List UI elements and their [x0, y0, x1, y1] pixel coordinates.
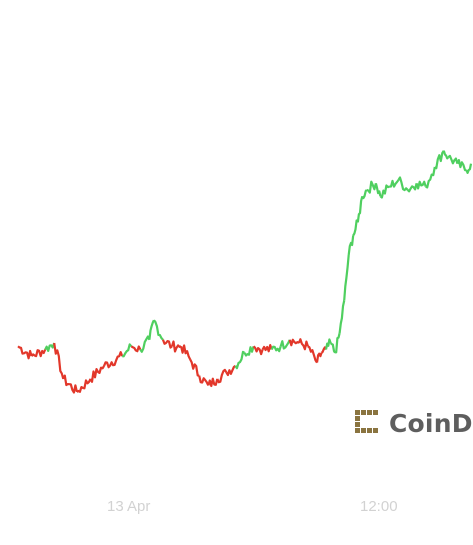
coindesk-watermark: CoinDesk — [353, 408, 473, 438]
price-line-segment — [76, 378, 92, 393]
x-tick-label: 13 Apr — [107, 498, 151, 515]
price-line-segment — [406, 183, 418, 193]
coindesk-logo-icon — [355, 410, 378, 433]
price-line-segment — [352, 219, 359, 236]
price-line-segment — [139, 335, 151, 353]
price-line-segment — [307, 345, 318, 364]
price-line-segment — [447, 154, 459, 165]
price-line-segment — [234, 350, 246, 370]
price-line-segment — [130, 345, 142, 353]
price-line-segment — [425, 166, 436, 189]
price-line-segment — [261, 344, 273, 353]
price-line-segment — [170, 340, 182, 353]
price-line-segment — [243, 345, 255, 357]
price-line-segment — [397, 176, 409, 192]
price-line-segment — [324, 338, 332, 350]
price-line-segment — [297, 338, 309, 351]
price-line-segment — [216, 368, 228, 384]
price-line-segment — [288, 338, 300, 347]
price-line-segment — [198, 375, 210, 386]
price-series — [17, 150, 473, 394]
price-line-segment — [442, 150, 450, 160]
price-line-segment — [374, 183, 382, 197]
price-line-segment — [122, 343, 133, 358]
price-line-segment — [180, 344, 192, 360]
price-line-segment — [270, 345, 282, 353]
watermark-text: CoinDesk — [389, 408, 473, 438]
x-tick-label: 12:00 — [360, 498, 398, 515]
price-line-segment — [434, 150, 445, 170]
price-line-segment — [315, 352, 323, 363]
price-line-segment — [62, 374, 78, 394]
price-line-segment — [225, 364, 237, 377]
price-line-segment — [148, 319, 155, 340]
price-line-segment — [465, 163, 473, 174]
price-line-segment — [356, 196, 364, 223]
price-line-segment — [343, 254, 350, 301]
price-line-segment — [30, 349, 47, 358]
price-line-segment — [189, 358, 200, 377]
price-line-segment — [153, 319, 164, 341]
price-line-segment — [53, 342, 65, 380]
price-line-segment — [389, 179, 400, 188]
price-line-segment — [252, 345, 264, 356]
price-line-segment — [161, 339, 173, 349]
price-line-segment — [379, 184, 390, 199]
price-line-segment — [415, 180, 427, 190]
price-line-segment — [103, 351, 124, 369]
price-line-segment — [279, 339, 291, 350]
price-line-segment — [44, 342, 56, 352]
price-line-segment — [17, 345, 33, 360]
price-line-segment — [361, 189, 368, 200]
price-line-segment — [347, 235, 355, 256]
price-line-segment — [456, 159, 467, 172]
price-line-segment — [329, 342, 337, 354]
price-line-segment — [334, 332, 341, 354]
price-line-segment — [338, 300, 346, 334]
price-line-segment — [366, 180, 377, 194]
price-line-segment — [207, 377, 219, 388]
price-line-segment — [89, 365, 106, 383]
